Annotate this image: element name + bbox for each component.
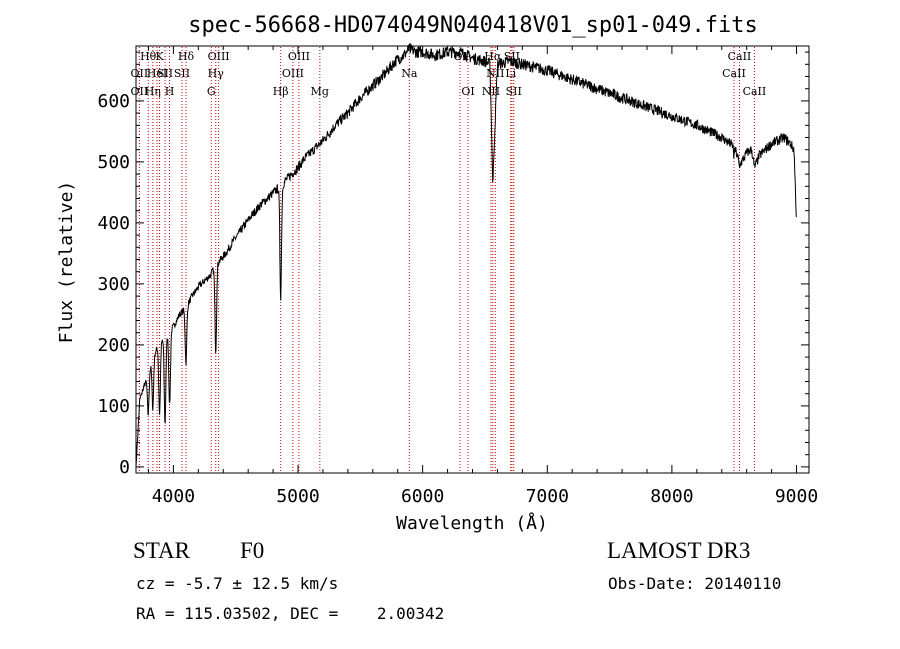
line-marker-label-13: Hβ xyxy=(273,85,289,98)
x-axis-label: Wavelength (Å) xyxy=(396,512,548,534)
line-marker-label-7: H xyxy=(165,85,175,98)
line-marker-label-2: Hθ xyxy=(140,50,157,63)
plot-frame xyxy=(135,45,810,474)
survey-name: LAMOST DR3 xyxy=(607,538,751,563)
line-marker-label-1: OII xyxy=(131,85,149,98)
coordinates-text: RA = 115.03502, DEC = 2.00342 xyxy=(136,604,445,623)
line-marker-label-11: Hγ xyxy=(208,67,225,80)
line-markers xyxy=(138,47,755,472)
redshift-text: cz = -5.7 ± 12.5 km/s xyxy=(136,574,339,593)
chart-title: spec-56668-HD074049N040418V01_sp01-049.f… xyxy=(188,13,758,38)
x-tick-label-7000: 7000 xyxy=(526,486,569,507)
y-axis: 0 100 200 300 400 500 600 xyxy=(97,51,809,478)
x-tick-label-9000: 9000 xyxy=(775,486,818,507)
line-marker-label-22: NII xyxy=(486,67,504,80)
line-marker-label-16: Mg xyxy=(311,85,329,98)
y-tick-label-600: 600 xyxy=(97,91,130,112)
line-marker-label-19: OI xyxy=(461,85,474,98)
x-tick-label-4000: 4000 xyxy=(152,486,195,507)
x-tick-label-6000: 6000 xyxy=(401,486,444,507)
line-marker-label-12: OIII xyxy=(208,50,230,63)
object-subclass: F0 xyxy=(240,538,265,563)
y-tick-label-200: 200 xyxy=(97,335,130,356)
y-tick-label-0: 0 xyxy=(119,457,130,478)
line-marker-label-8: SII xyxy=(174,67,190,80)
obs-date-text: Obs-Date: 20140110 xyxy=(608,574,782,593)
line-marker-label-5: K xyxy=(155,50,164,63)
line-marker-label-0: OII xyxy=(131,67,149,80)
line-marker-label-4: HeI xyxy=(147,67,167,80)
line-marker-label-27: CaII xyxy=(728,50,752,63)
y-tick-label-100: 100 xyxy=(97,396,130,417)
line-marker-label-6: SII xyxy=(157,67,173,80)
y-tick-label-400: 400 xyxy=(97,213,130,234)
line-marker-labels: OII OII Hθ Hη HeI K SII H SII Hδ G Hγ OIII Hβ OIII OIII… xyxy=(131,50,767,98)
x-axis: 4000 5000 6000 7000 8000 9000 xyxy=(147,46,818,507)
spectrum-line xyxy=(135,42,797,467)
line-marker-label-10: G xyxy=(207,85,216,98)
line-marker-label-9: Hδ xyxy=(178,50,195,63)
x-tick-label-5000: 5000 xyxy=(276,486,319,507)
line-marker-label-23: Li xyxy=(505,67,516,80)
x-tick-label-8000: 8000 xyxy=(650,486,693,507)
line-marker-label-17: Na xyxy=(401,67,418,80)
line-marker-label-26: CaII xyxy=(722,67,746,80)
line-marker-label-14: OIII xyxy=(282,67,304,80)
line-marker-label-28: CaII xyxy=(743,85,767,98)
y-tick-label-500: 500 xyxy=(97,152,130,173)
line-marker-label-25: SII xyxy=(506,85,522,98)
y-axis-label: Flux (relative) xyxy=(56,181,77,344)
line-marker-label-3: Hη xyxy=(145,85,161,98)
line-marker-label-15: OIII xyxy=(288,50,310,63)
y-tick-label-300: 300 xyxy=(97,274,130,295)
object-class: STAR xyxy=(133,538,190,563)
